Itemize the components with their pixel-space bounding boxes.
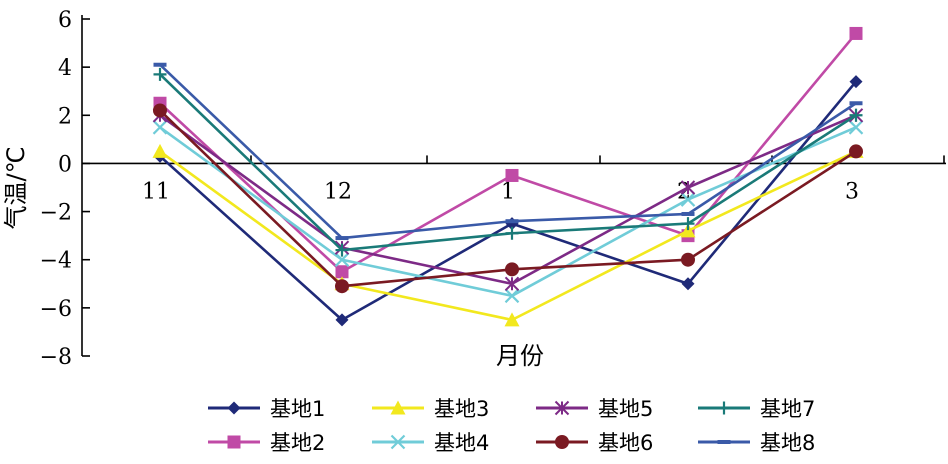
data-point — [504, 288, 520, 304]
legend-label: 基地8 — [760, 431, 815, 455]
series-8 — [153, 62, 863, 241]
legend-item: 基地4 — [372, 431, 489, 455]
data-point — [681, 211, 695, 216]
data-point — [505, 262, 519, 277]
legend-marker — [717, 401, 731, 415]
series-layer — [152, 26, 864, 327]
legend-marker — [227, 401, 241, 415]
legend-label: 基地7 — [760, 397, 815, 421]
data-point — [681, 277, 695, 291]
data-point — [504, 312, 520, 327]
data-point — [849, 75, 863, 89]
series-7 — [153, 67, 863, 257]
legend-label: 基地5 — [598, 397, 653, 421]
x-axis-title: 月份 — [496, 342, 544, 370]
legend-marker — [555, 435, 569, 449]
legend-item: 基地8 — [698, 431, 815, 455]
data-point — [849, 144, 863, 159]
y-tick-label: −2 — [40, 201, 72, 226]
x-tick-label: 1 — [501, 179, 515, 204]
data-point — [848, 120, 864, 135]
legend-item: 基地6 — [536, 431, 653, 455]
legend-item: 基地5 — [536, 397, 653, 421]
data-point — [334, 252, 350, 267]
legend-item: 基地3 — [372, 397, 489, 421]
y-tick-label: −8 — [40, 345, 72, 370]
data-point — [680, 223, 696, 238]
x-tick-label: 3 — [845, 179, 859, 204]
data-point — [681, 217, 695, 231]
data-point — [849, 108, 863, 122]
series-line — [159, 32, 857, 274]
legend-marker — [554, 400, 570, 416]
legend-marker — [390, 434, 406, 450]
data-point — [849, 26, 863, 40]
data-point — [681, 252, 695, 267]
data-point — [680, 192, 696, 207]
y-tick-label: −4 — [40, 249, 72, 274]
legend-label: 基地6 — [598, 431, 653, 455]
legend-item: 基地1 — [208, 397, 325, 421]
data-point — [335, 265, 349, 279]
legend-label: 基地4 — [434, 431, 489, 455]
y-axis-title: 气温/℃ — [2, 146, 30, 229]
data-point — [505, 168, 519, 182]
data-point — [152, 120, 168, 135]
series-2 — [153, 26, 863, 279]
legend-label: 基地2 — [270, 431, 325, 455]
y-tick-label: −6 — [40, 297, 72, 322]
data-point — [153, 62, 167, 67]
legend: 基地1 基地2 基地3 基地4 基地5 基地6 基地7 基地8 — [208, 397, 815, 455]
data-point — [335, 243, 349, 257]
data-point — [849, 101, 863, 106]
x-tick-label: 12 — [324, 179, 352, 204]
legend-label: 基地1 — [270, 397, 325, 421]
y-tick-label: 4 — [58, 56, 72, 81]
data-point — [335, 236, 349, 241]
data-point — [680, 180, 696, 195]
y-tick-label: 6 — [58, 8, 72, 33]
legend-label: 基地3 — [434, 397, 489, 421]
legend-item: 基地7 — [698, 397, 815, 421]
data-point — [153, 103, 167, 118]
data-point — [335, 313, 349, 327]
data-point — [335, 279, 349, 294]
data-point — [152, 143, 168, 158]
x-tick-label: 11 — [142, 179, 170, 204]
data-point — [153, 67, 167, 81]
legend-marker — [390, 400, 406, 415]
legend-marker — [717, 440, 731, 444]
data-point — [504, 276, 520, 291]
y-tick-label: 2 — [58, 104, 72, 129]
data-point — [505, 226, 519, 240]
series-4 — [152, 120, 864, 304]
data-point — [505, 219, 519, 224]
legend-marker — [227, 435, 241, 449]
legend-item: 基地2 — [208, 431, 325, 455]
y-tick-label: 0 — [58, 152, 72, 177]
series-6 — [153, 103, 863, 294]
